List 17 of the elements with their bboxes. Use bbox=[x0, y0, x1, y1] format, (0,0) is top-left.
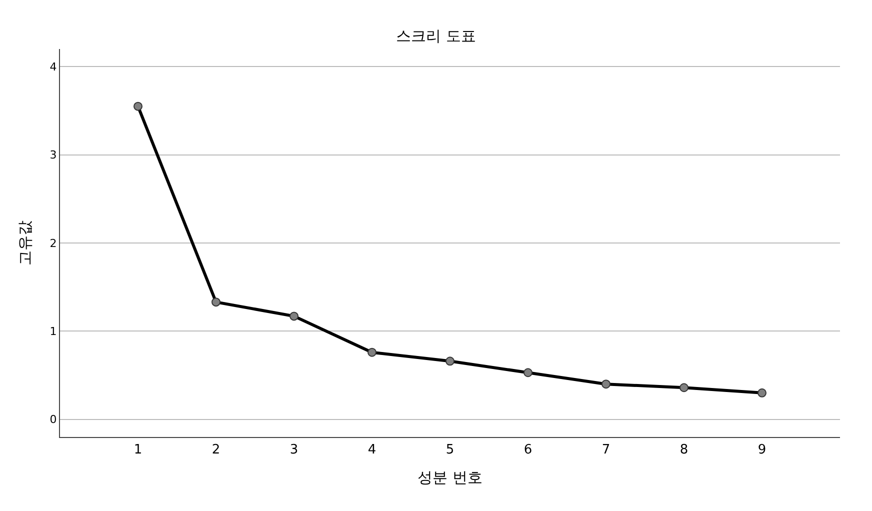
chart-title: 스크리 도표 bbox=[396, 27, 476, 46]
y-tick-label: 4 bbox=[50, 60, 57, 74]
x-tick-label: 8 bbox=[680, 442, 688, 458]
x-tick-label: 7 bbox=[602, 442, 610, 458]
y-axis-title: 고유값 bbox=[16, 220, 34, 266]
y-tick-label: 3 bbox=[50, 148, 57, 162]
x-tick-label: 4 bbox=[368, 442, 376, 458]
y-tick-label: 2 bbox=[50, 236, 57, 250]
x-tick-label: 3 bbox=[290, 442, 298, 458]
x-tick-label: 2 bbox=[212, 442, 220, 458]
x-axis-title: 성분 번호 bbox=[418, 468, 482, 487]
y-tick-label: 1 bbox=[50, 325, 57, 338]
x-tick-label: 6 bbox=[524, 442, 532, 458]
y-tick-label: 0 bbox=[50, 413, 57, 426]
x-tick-label: 9 bbox=[758, 442, 766, 458]
x-tick-label: 1 bbox=[134, 442, 142, 458]
x-tick-label: 5 bbox=[446, 442, 454, 458]
